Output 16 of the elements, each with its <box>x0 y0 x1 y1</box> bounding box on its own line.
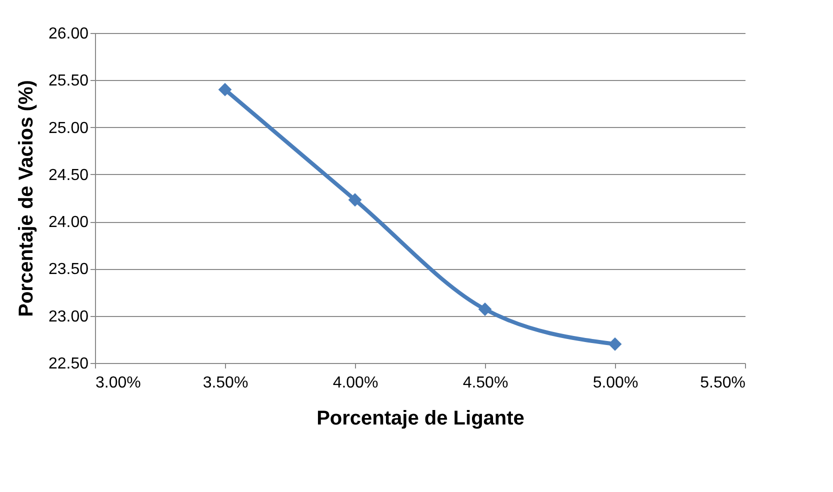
x-tick-label: 5.50% <box>700 374 746 392</box>
y-tick-label: 23.00 <box>48 308 89 326</box>
y-axis-title: Porcentaje de Vacios (%) <box>15 80 38 317</box>
x-axis-title: Porcentaje de Ligante <box>316 408 524 430</box>
x-tick-label: 4.00% <box>332 374 378 392</box>
y-tick-label: 22.50 <box>48 356 89 372</box>
x-tick-label: 3.50% <box>202 374 248 392</box>
x-tick-label: 4.50% <box>462 374 508 392</box>
x-tick-label: 3.00% <box>96 374 141 392</box>
y-tick-label: 25.00 <box>48 120 89 137</box>
y-tick-label: 24.00 <box>48 214 89 232</box>
y-tick-label: 23.50 <box>48 261 89 278</box>
y-tick-label: 24.50 <box>48 166 89 184</box>
x-tick-label: 5.00% <box>592 374 638 392</box>
y-tick-label: 26.00 <box>48 26 89 42</box>
y-tick-label: 25.50 <box>48 72 89 90</box>
